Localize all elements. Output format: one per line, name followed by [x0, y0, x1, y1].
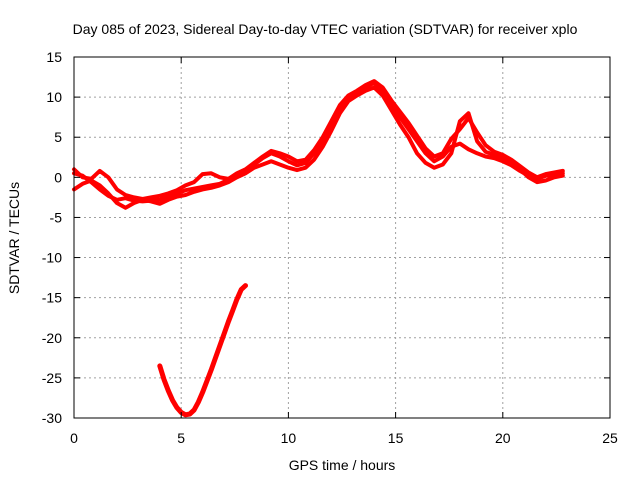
x-tick-label: 15	[388, 430, 404, 446]
y-tick-label: -20	[42, 330, 62, 346]
x-tick-label: 0	[70, 430, 78, 446]
data-series	[72, 79, 565, 418]
y-tick-label: -15	[42, 290, 62, 306]
y-tick-label: -25	[42, 370, 62, 386]
plot-frame	[73, 56, 611, 419]
y-tick-label: 15	[46, 49, 62, 65]
y-tick-label: -10	[42, 250, 62, 266]
x-tick-labels: 0 5 10 15 20 25	[70, 430, 618, 446]
y-tick-label: -30	[42, 410, 62, 426]
x-tick-label: 10	[281, 430, 297, 446]
chart-title: Day 085 of 2023, Sidereal Day-to-day VTE…	[73, 21, 578, 37]
y-axis-label: SDTVAR / TECUs	[6, 182, 22, 294]
series-line-track-c	[72, 79, 565, 201]
series-line-track-d	[157, 283, 248, 418]
x-tick-label: 25	[602, 430, 618, 446]
y-tick-label: -5	[50, 209, 63, 225]
x-tick-label: 5	[177, 430, 185, 446]
x-tick-label: 20	[495, 430, 511, 446]
x-axis-label: GPS time / hours	[289, 457, 396, 473]
y-tick-label: 5	[54, 129, 62, 145]
series-line-track-b	[72, 85, 565, 210]
y-tick-labels: -30 -25 -20 -15 -10 -5 0 5 10 15	[42, 49, 62, 426]
y-tick-label: 0	[54, 169, 62, 185]
y-tick-label: 10	[46, 89, 62, 105]
axis-ticks	[73, 56, 611, 419]
